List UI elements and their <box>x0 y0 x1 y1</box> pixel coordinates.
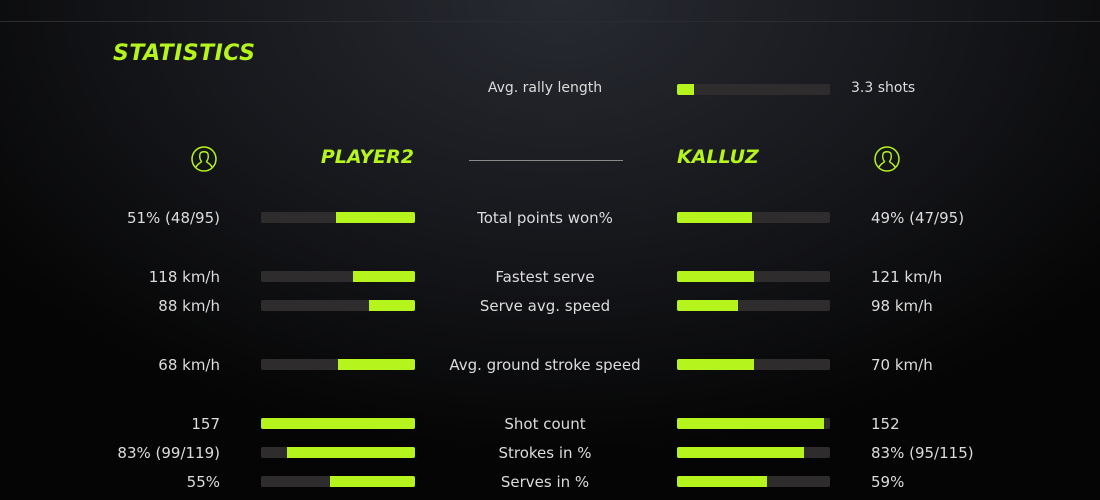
stat-right-bar <box>677 300 830 311</box>
rally-label: Avg. rally length <box>487 80 603 96</box>
stat-label: Avg. ground stroke speed <box>449 356 641 374</box>
stat-right-bar-fill <box>677 212 752 223</box>
stat-left-bar-fill <box>368 300 415 311</box>
stat-label: Fastest serve <box>495 268 595 286</box>
stat-left-bar-fill <box>287 447 415 458</box>
stat-right-bar <box>677 418 830 429</box>
stat-left-bar-fill <box>338 359 415 370</box>
stat-left-bar <box>261 212 415 223</box>
player-left-name: PLAYER2 <box>320 146 414 168</box>
stat-left-value: 51% (48/95) <box>126 209 220 227</box>
page-title: STATISTICS <box>113 41 256 66</box>
stat-right-value: 121 km/h <box>871 268 943 286</box>
stat-right-bar <box>677 447 830 458</box>
stat-left-value: 157 <box>191 415 220 433</box>
stat-right-bar <box>677 359 830 370</box>
stat-label: Shot count <box>504 415 586 433</box>
stat-label: Strokes in % <box>498 444 592 462</box>
stat-label: Serves in % <box>500 473 590 491</box>
stat-left-bar-fill <box>353 271 415 282</box>
stat-right-value: 49% (47/95) <box>871 209 965 227</box>
stat-left-value: 118 km/h <box>148 268 220 286</box>
stat-left-bar-fill <box>330 476 415 487</box>
stat-left-bar <box>261 359 415 370</box>
rally-value: 3.3 shots <box>851 80 916 96</box>
stat-right-bar-fill <box>677 476 768 487</box>
stat-left-value: 83% (99/119) <box>117 444 220 462</box>
stat-label: Total points won% <box>477 209 613 227</box>
user-circle-icon <box>191 146 217 172</box>
stat-left-bar <box>261 418 415 429</box>
stat-right-bar-fill <box>677 418 824 429</box>
stat-right-bar <box>677 212 830 223</box>
stat-right-value: 70 km/h <box>871 356 933 374</box>
stat-right-bar-fill <box>677 300 739 311</box>
player-right-name: KALLUZ <box>677 146 759 168</box>
stat-right-value: 83% (95/115) <box>871 444 974 462</box>
stat-right-bar-fill <box>677 271 754 282</box>
stat-right-bar <box>677 476 830 487</box>
top-divider <box>0 21 1100 22</box>
stat-left-bar-fill <box>336 212 415 223</box>
stat-left-bar-fill <box>261 418 415 429</box>
stat-right-bar <box>677 271 830 282</box>
stat-right-value: 59% <box>871 473 905 491</box>
stat-label: Serve avg. speed <box>479 297 611 315</box>
stat-left-value: 55% <box>186 473 220 491</box>
stat-left-bar <box>261 476 415 487</box>
rally-bar-fill <box>677 84 694 95</box>
header-divider <box>469 160 623 161</box>
stat-right-value: 152 <box>871 415 900 433</box>
stat-left-value: 88 km/h <box>158 297 220 315</box>
user-circle-icon <box>874 146 900 172</box>
stat-left-bar <box>261 271 415 282</box>
stat-right-bar-fill <box>677 359 754 370</box>
stat-right-value: 98 km/h <box>871 297 933 315</box>
stat-left-value: 68 km/h <box>158 356 220 374</box>
stat-left-bar <box>261 300 415 311</box>
stat-left-bar <box>261 447 415 458</box>
stat-right-bar-fill <box>677 447 804 458</box>
rally-bar <box>677 84 830 95</box>
